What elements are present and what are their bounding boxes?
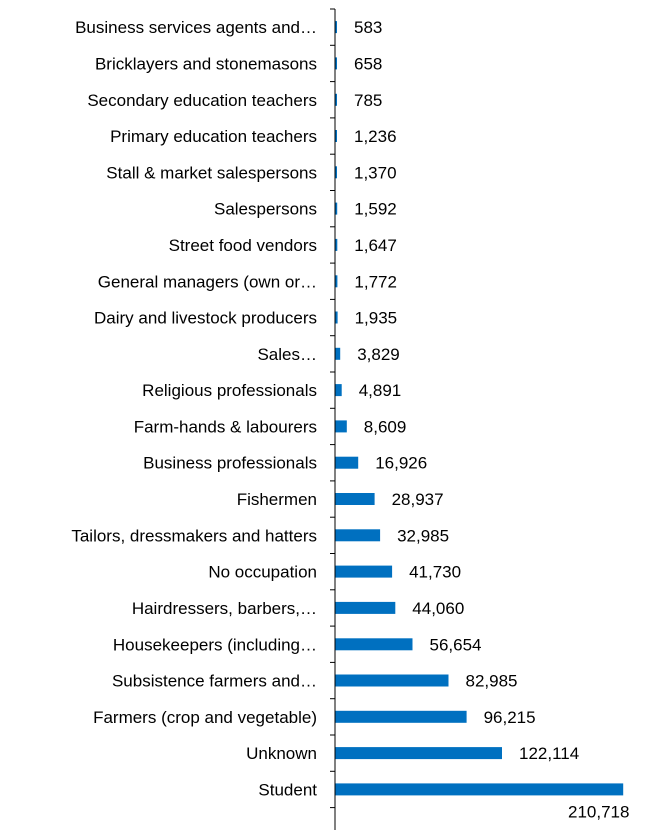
category-label: Farmers (crop and vegetable)	[93, 708, 317, 727]
bar	[335, 456, 359, 469]
value-label: 82,985	[466, 672, 518, 691]
bar	[335, 747, 502, 760]
bar	[335, 601, 396, 614]
category-label: Dairy and livestock producers	[94, 309, 317, 328]
value-label: 96,215	[484, 708, 536, 727]
bar	[335, 238, 338, 251]
value-label: 16,926	[375, 454, 427, 473]
value-label: 122,114	[519, 744, 579, 763]
category-label: Subsistence farmers and…	[112, 672, 317, 691]
bar	[335, 93, 337, 106]
category-label: Primary education teachers	[110, 127, 317, 146]
category-label: Stall & market salespersons	[106, 163, 317, 182]
bar	[335, 311, 338, 324]
category-label: Hairdressers, barbers,…	[132, 599, 317, 618]
y-axis	[330, 8, 336, 830]
bar	[335, 420, 347, 433]
value-label: 658	[354, 54, 382, 73]
value-label: 41,730	[409, 563, 461, 582]
bar	[335, 130, 337, 142]
category-label: Religious professionals	[142, 381, 317, 400]
value-label: 1,935	[355, 309, 398, 328]
value-label: 210,718	[568, 802, 629, 821]
bar	[335, 638, 413, 651]
category-label: Salespersons	[214, 200, 317, 219]
category-label: Unknown	[246, 744, 317, 763]
value-label: 56,654	[430, 635, 482, 654]
bar	[335, 21, 337, 34]
bar	[335, 57, 337, 70]
bar	[335, 493, 375, 505]
value-label: 1,592	[354, 200, 397, 219]
category-label: Tailors, dressmakers and hatters	[71, 526, 317, 545]
value-label: 1,772	[354, 272, 397, 291]
value-label: 4,891	[359, 381, 402, 400]
category-label: Farm-hands & labourers	[134, 417, 317, 436]
bar	[335, 674, 449, 687]
category-label: Secondary education teachers	[87, 91, 317, 110]
value-label: 8,609	[364, 417, 407, 436]
category-label: Fishermen	[237, 490, 317, 509]
bar	[335, 783, 624, 796]
category-label: Business professionals	[143, 454, 317, 473]
bar	[335, 529, 381, 542]
category-label: Street food vendors	[169, 236, 317, 255]
category-label: Housekeepers (including…	[113, 635, 317, 654]
value-label: 44,060	[412, 599, 464, 618]
category-label: No occupation	[208, 563, 317, 582]
bar	[335, 384, 342, 397]
category-label: General managers (own or…	[98, 272, 317, 291]
bar	[335, 710, 467, 723]
category-label: Bricklayers and stonemasons	[95, 54, 317, 73]
bars-group	[335, 21, 624, 796]
bar	[335, 166, 337, 179]
value-label: 28,937	[392, 490, 444, 509]
category-labels-group: Business services agents and… Bricklayers…	[71, 18, 317, 799]
value-label: 583	[354, 18, 382, 37]
category-label: Business services agents and…	[75, 18, 317, 37]
value-label: 785	[354, 91, 382, 110]
value-label: 1,370	[354, 163, 397, 182]
bar	[335, 565, 393, 578]
bar	[335, 202, 338, 215]
value-labels-group: 583 658 785 1,236 1,370 1,592 1,647 1,772 1,935 3…	[354, 18, 629, 821]
value-label: 3,829	[357, 345, 400, 364]
value-label: 1,647	[354, 236, 397, 255]
value-label: 1,236	[354, 127, 397, 146]
value-label: 32,985	[397, 526, 449, 545]
bar	[335, 347, 341, 360]
category-label: Sales…	[257, 345, 317, 364]
category-label: Student	[258, 780, 317, 799]
bar	[335, 275, 338, 288]
